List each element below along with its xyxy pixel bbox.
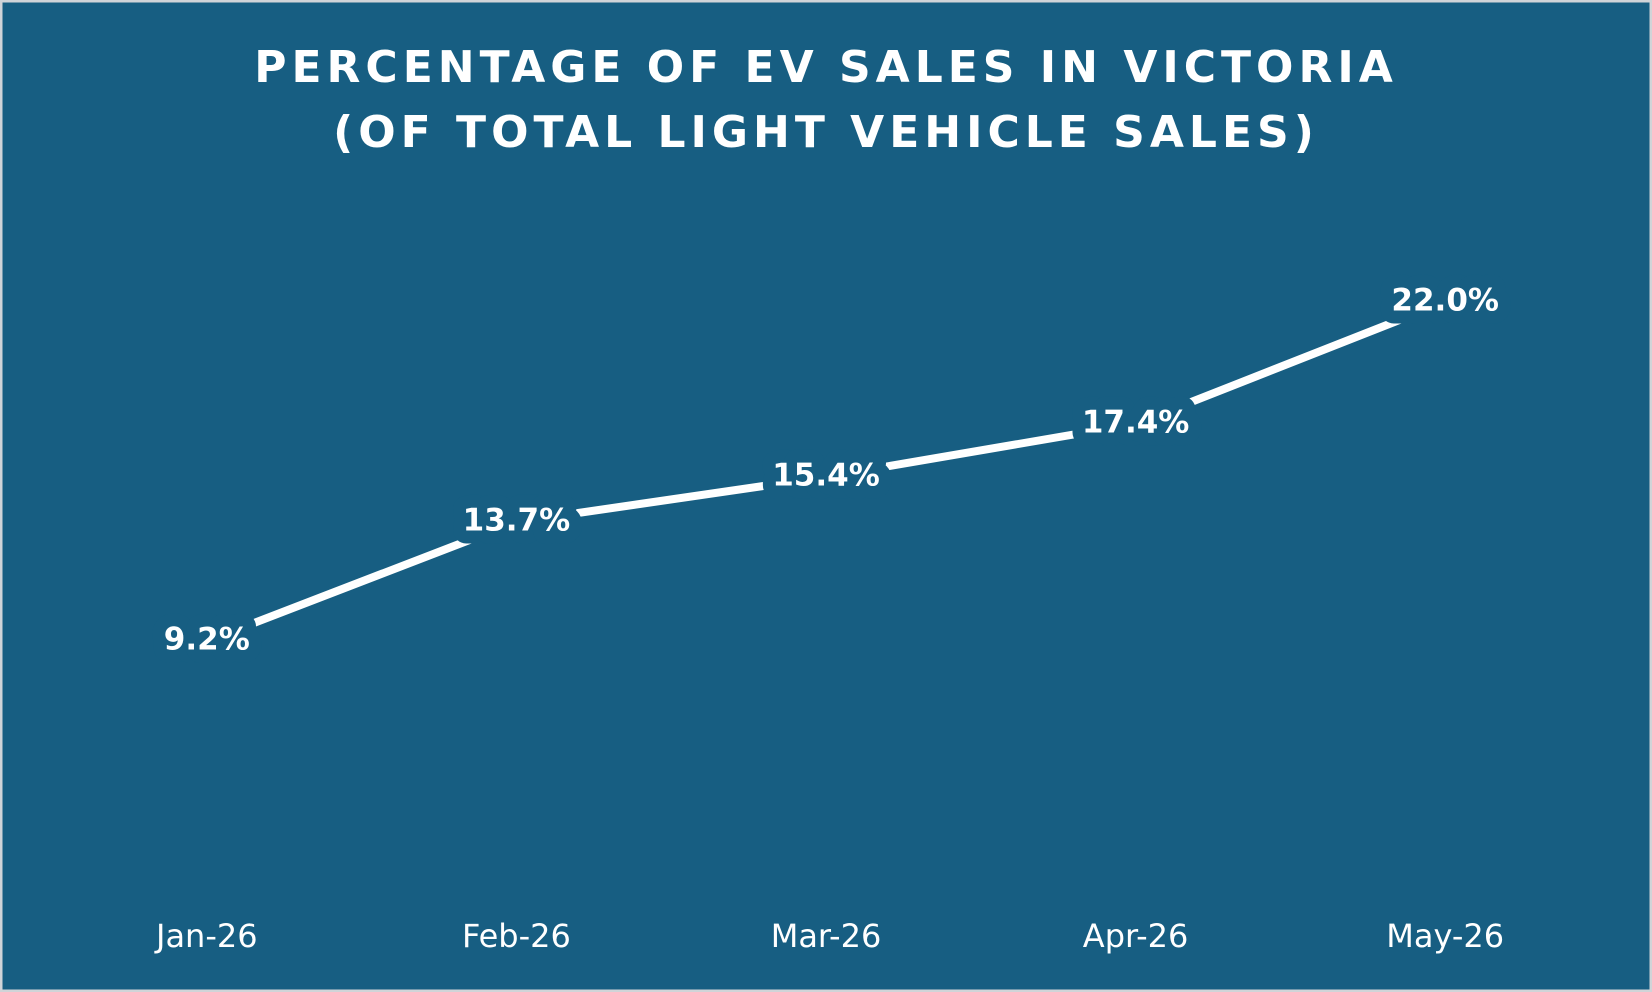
value-label: 9.2% — [164, 622, 250, 658]
value-label: 13.7% — [463, 502, 571, 538]
chart-title: PERCENTAGE OF EV SALES IN VICTORIA — [254, 42, 1398, 93]
x-tick-label: Jan-26 — [154, 917, 258, 955]
x-tick-label: Apr-26 — [1083, 917, 1189, 955]
x-tick-label: Feb-26 — [462, 917, 571, 955]
x-tick-label: May-26 — [1386, 917, 1504, 955]
x-tick-label: Mar-26 — [771, 917, 882, 955]
line — [205, 298, 1447, 645]
chart-subtitle: (OF TOTAL LIGHT VEHICLE SALES) — [333, 107, 1319, 158]
value-label: 17.4% — [1082, 404, 1190, 440]
value-label: 22.0% — [1391, 283, 1499, 319]
value-label: 15.4% — [772, 457, 880, 493]
